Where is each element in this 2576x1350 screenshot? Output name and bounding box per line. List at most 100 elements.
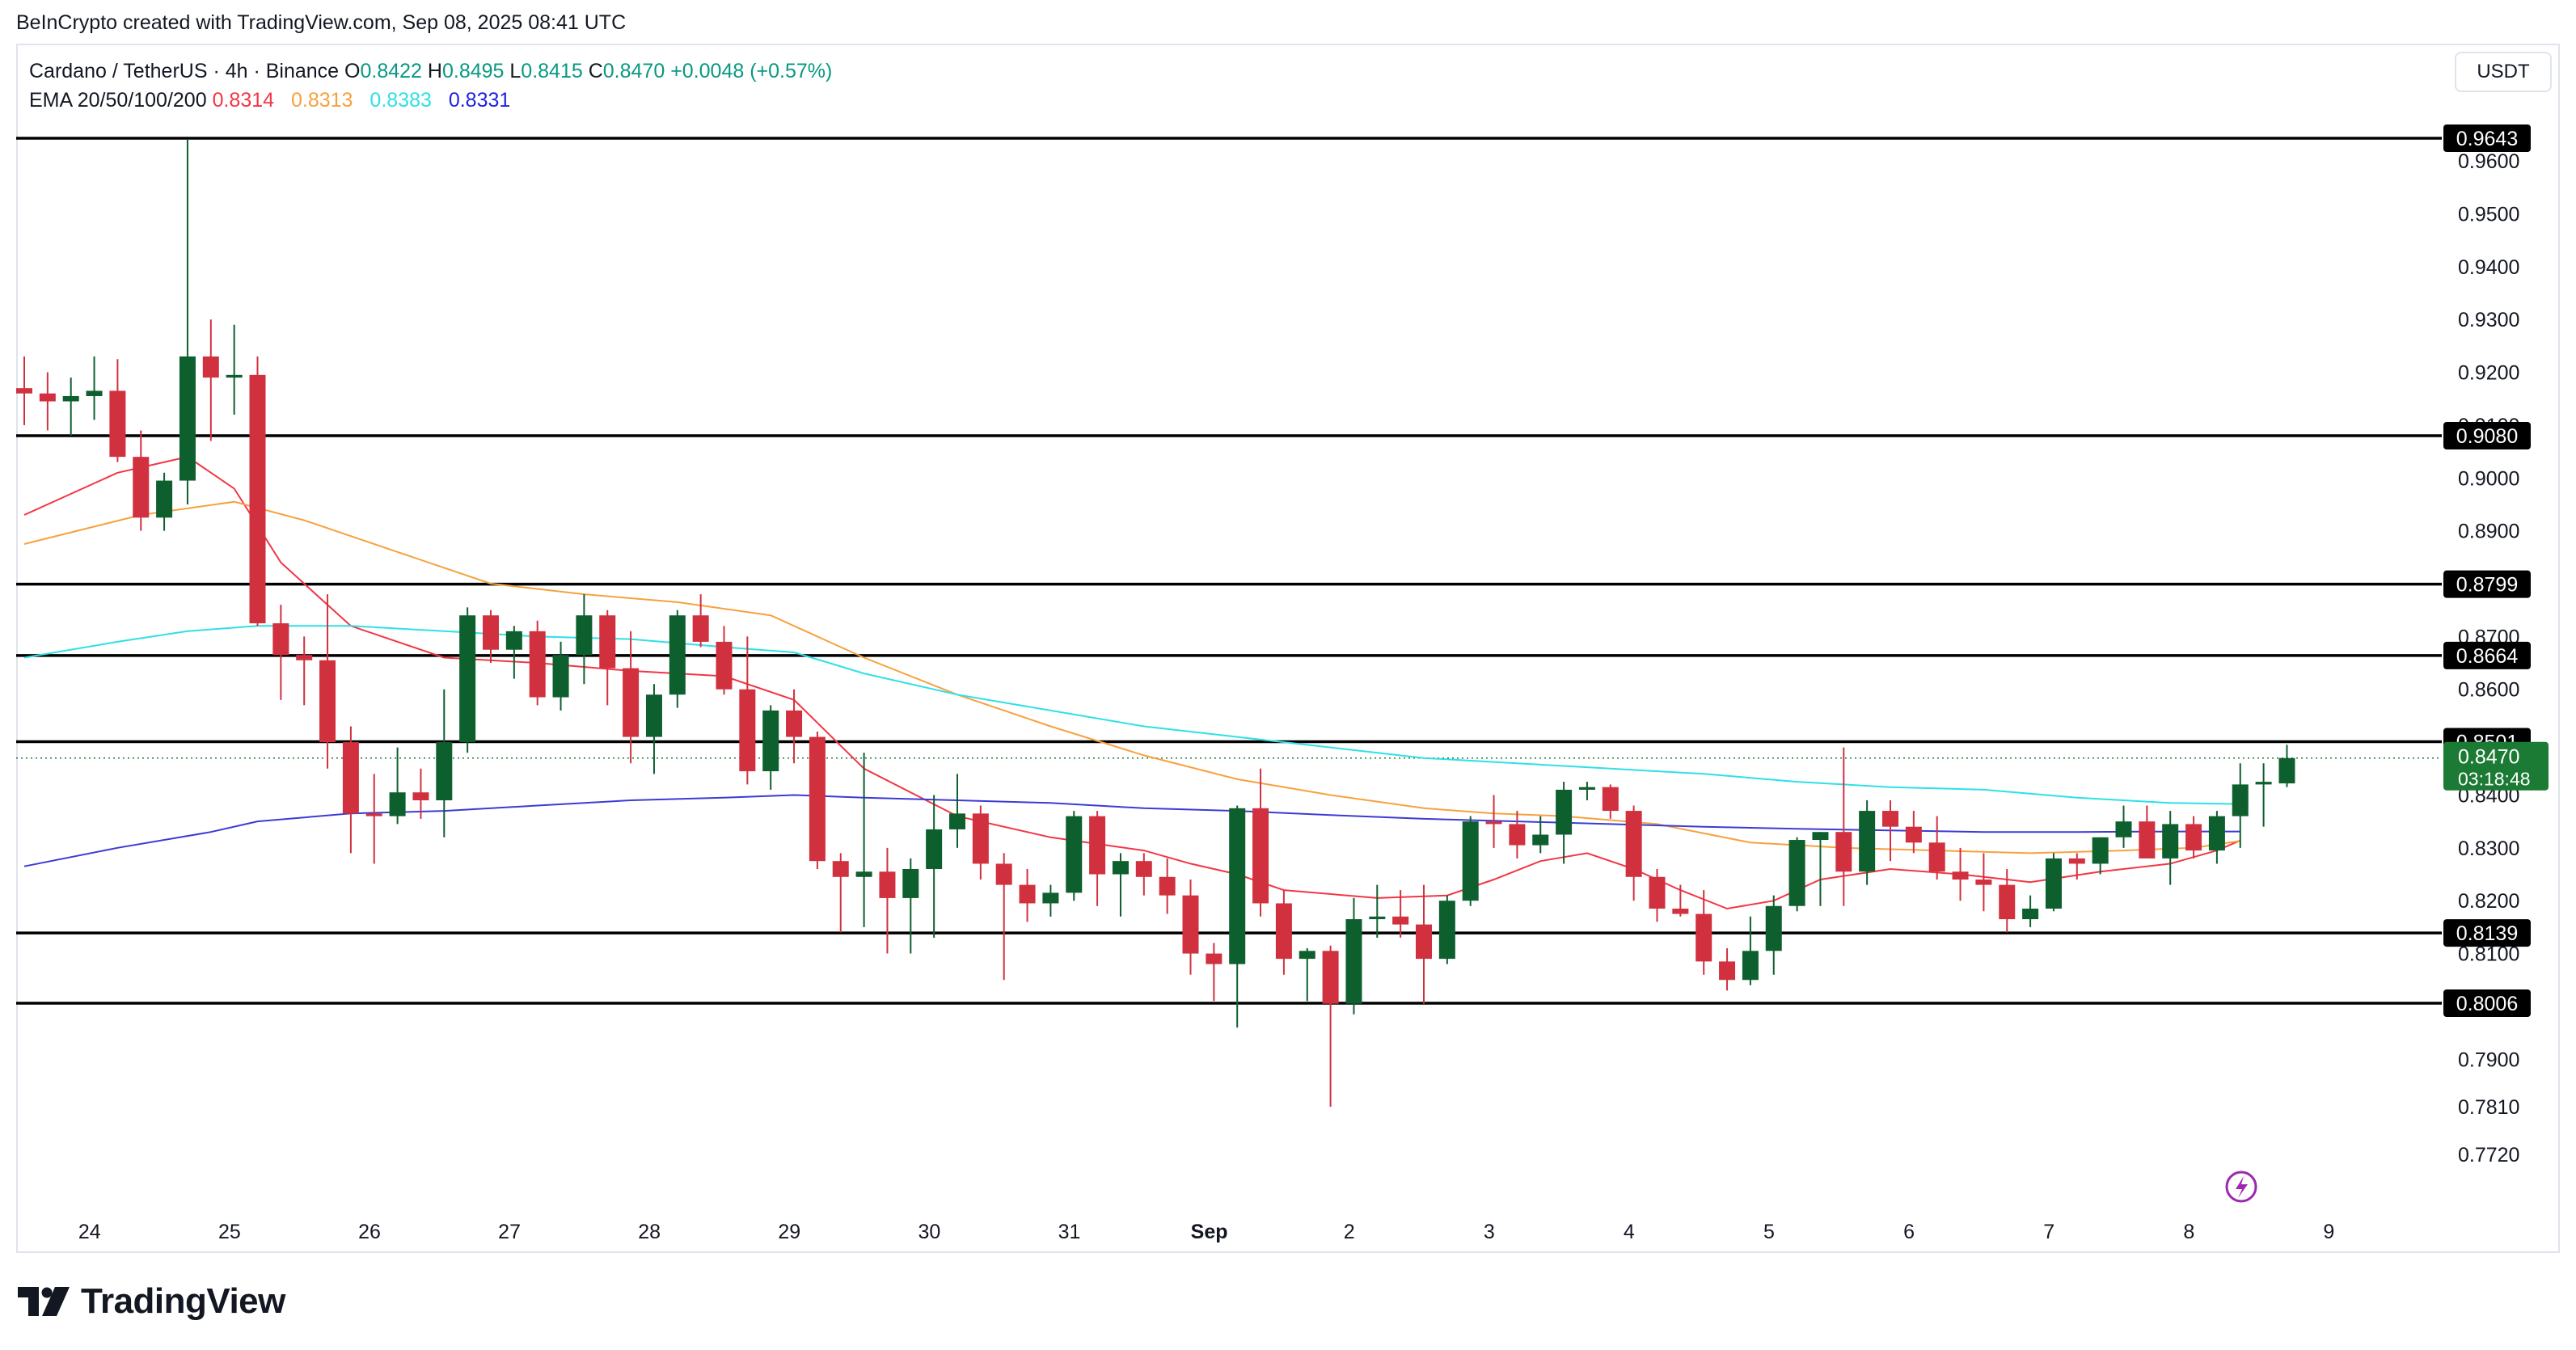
- candle[interactable]: [1135, 853, 1152, 896]
- candle[interactable]: [179, 139, 196, 504]
- candle[interactable]: [86, 356, 103, 420]
- candle[interactable]: [1835, 747, 1852, 906]
- candle[interactable]: [1928, 816, 1945, 880]
- candle[interactable]: [832, 853, 849, 933]
- candle[interactable]: [365, 774, 382, 864]
- candle[interactable]: [133, 430, 150, 531]
- candle[interactable]: [2208, 811, 2225, 864]
- candle[interactable]: [2139, 805, 2156, 859]
- candle[interactable]: [483, 610, 499, 664]
- candle[interactable]: [926, 795, 943, 938]
- candle[interactable]: [296, 636, 313, 706]
- candle[interactable]: [1299, 948, 1315, 1002]
- candle[interactable]: [1602, 784, 1619, 819]
- candle[interactable]: [16, 356, 32, 425]
- candle[interactable]: [1416, 884, 1432, 1004]
- candle[interactable]: [1765, 895, 1782, 975]
- candle[interactable]: [1159, 858, 1176, 914]
- candle[interactable]: [249, 356, 266, 626]
- candle[interactable]: [1532, 816, 1549, 854]
- lightning-icon[interactable]: [2225, 1171, 2257, 1203]
- candle[interactable]: [226, 324, 243, 415]
- candle[interactable]: [1042, 884, 1059, 917]
- candle[interactable]: [902, 858, 919, 954]
- candle[interactable]: [1485, 795, 1502, 848]
- candle[interactable]: [156, 472, 173, 531]
- candle[interactable]: [809, 732, 826, 869]
- candle[interactable]: [109, 359, 126, 462]
- candle[interactable]: [1066, 811, 1083, 901]
- candle[interactable]: [1182, 880, 1199, 975]
- candle[interactable]: [1812, 832, 1829, 906]
- candle[interactable]: [739, 636, 756, 785]
- candle[interactable]: [716, 626, 733, 695]
- candle[interactable]: [2068, 853, 2085, 880]
- candle[interactable]: [762, 705, 779, 790]
- candle[interactable]: [436, 689, 453, 837]
- tradingview-logo[interactable]: TradingView: [18, 1281, 285, 1322]
- candle[interactable]: [1112, 853, 1129, 917]
- candle[interactable]: [1392, 890, 1409, 938]
- candle[interactable]: [1206, 943, 1223, 1002]
- candle[interactable]: [529, 620, 546, 706]
- candle[interactable]: [552, 641, 569, 711]
- candle[interactable]: [669, 610, 686, 708]
- candle[interactable]: [949, 774, 965, 848]
- candle[interactable]: [1089, 811, 1106, 906]
- candle[interactable]: [1322, 945, 1339, 1107]
- candle[interactable]: [1229, 805, 1246, 1028]
- candle[interactable]: [1952, 847, 1969, 901]
- level-tag[interactable]: 0.8139: [2443, 919, 2531, 947]
- candle[interactable]: [2162, 811, 2179, 885]
- candle[interactable]: [319, 594, 336, 769]
- candle[interactable]: [1252, 768, 1269, 917]
- candle[interactable]: [459, 607, 476, 753]
- candle[interactable]: [202, 319, 219, 441]
- candle[interactable]: [879, 847, 896, 954]
- candle[interactable]: [1438, 895, 1455, 964]
- candle[interactable]: [995, 853, 1012, 981]
- candle[interactable]: [1859, 800, 1876, 885]
- candle[interactable]: [2255, 763, 2272, 827]
- candle[interactable]: [1556, 782, 1573, 864]
- candle[interactable]: [1578, 782, 1595, 801]
- candle[interactable]: [855, 753, 872, 927]
- candle[interactable]: [1999, 868, 2016, 933]
- candle[interactable]: [2278, 745, 2295, 787]
- candle[interactable]: [505, 626, 522, 679]
- candle[interactable]: [645, 684, 662, 774]
- currency-button[interactable]: USDT: [2455, 52, 2552, 92]
- candle[interactable]: [1369, 884, 1386, 938]
- candle[interactable]: [1649, 868, 1666, 922]
- candle[interactable]: [1696, 890, 1712, 975]
- level-tag[interactable]: 0.9643: [2443, 124, 2531, 152]
- level-tag[interactable]: 0.8664: [2443, 641, 2531, 669]
- candle[interactable]: [1882, 800, 1898, 862]
- candle[interactable]: [1719, 948, 1736, 991]
- level-tag[interactable]: 0.8006: [2443, 989, 2531, 1017]
- candle[interactable]: [2232, 763, 2249, 848]
- candle[interactable]: [1509, 811, 1526, 859]
- level-tag[interactable]: 0.8799: [2443, 570, 2531, 598]
- candle[interactable]: [2092, 837, 2109, 875]
- candle[interactable]: [972, 805, 989, 880]
- candle[interactable]: [623, 631, 640, 764]
- candle[interactable]: [786, 689, 803, 764]
- candle[interactable]: [2115, 805, 2132, 848]
- candle[interactable]: [1625, 805, 1642, 901]
- candle[interactable]: [599, 610, 616, 706]
- candle[interactable]: [692, 594, 709, 648]
- candle[interactable]: [1905, 811, 1922, 854]
- candle[interactable]: [1788, 837, 1805, 912]
- candle[interactable]: [1462, 816, 1479, 906]
- candle[interactable]: [2185, 816, 2202, 859]
- candle[interactable]: [1672, 884, 1689, 917]
- candle[interactable]: [1019, 868, 1036, 922]
- candle[interactable]: [39, 372, 56, 431]
- candle[interactable]: [1742, 916, 1759, 985]
- candle[interactable]: [1975, 853, 1992, 912]
- candle[interactable]: [272, 605, 289, 700]
- candle[interactable]: [1275, 890, 1292, 975]
- candle[interactable]: [342, 726, 359, 854]
